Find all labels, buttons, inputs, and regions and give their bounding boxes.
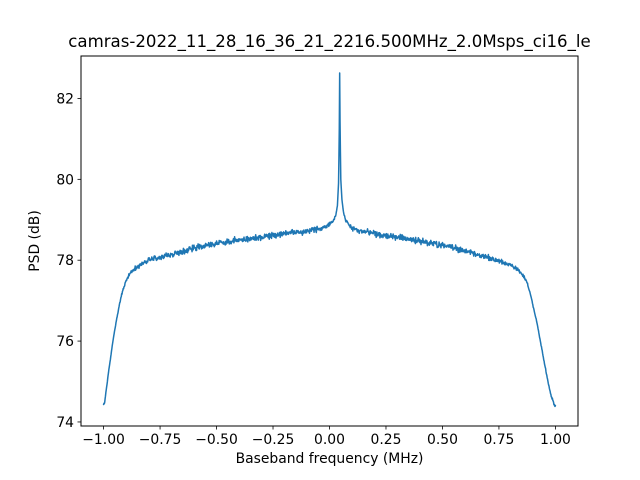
x-tick-label: −0.75	[139, 432, 182, 448]
x-tick-label: −0.25	[252, 432, 295, 448]
y-tick-label: 76	[56, 334, 74, 350]
x-tick-label: −1.00	[82, 432, 125, 448]
y-tick-label: 80	[56, 172, 74, 188]
x-tick-label: 0.00	[314, 432, 345, 448]
x-tick-label: 0.75	[483, 432, 514, 448]
x-axis-ticks: −1.00 −0.75 −0.50 −0.25 0.00 0.25 0.50 0.75 1.00	[82, 426, 571, 448]
y-tick-label: 78	[56, 253, 74, 269]
psd-trace	[102, 72, 557, 408]
y-axis-ticks: 74 76 78 80 82	[56, 91, 81, 431]
y-axis-label: PSD (dB)	[27, 210, 43, 272]
y-tick-label: 82	[56, 91, 74, 107]
x-axis-label: Baseband frequency (MHz)	[236, 451, 424, 467]
chart-title: camras-2022_11_28_16_36_21_2216.500MHz_2…	[68, 32, 590, 52]
x-tick-label: −0.50	[195, 432, 238, 448]
plot-frame	[80, 55, 579, 427]
x-tick-label: 1.00	[540, 432, 571, 448]
y-tick-label: 74	[56, 415, 74, 431]
x-tick-label: 0.25	[371, 432, 402, 448]
x-tick-label: 0.50	[427, 432, 458, 448]
